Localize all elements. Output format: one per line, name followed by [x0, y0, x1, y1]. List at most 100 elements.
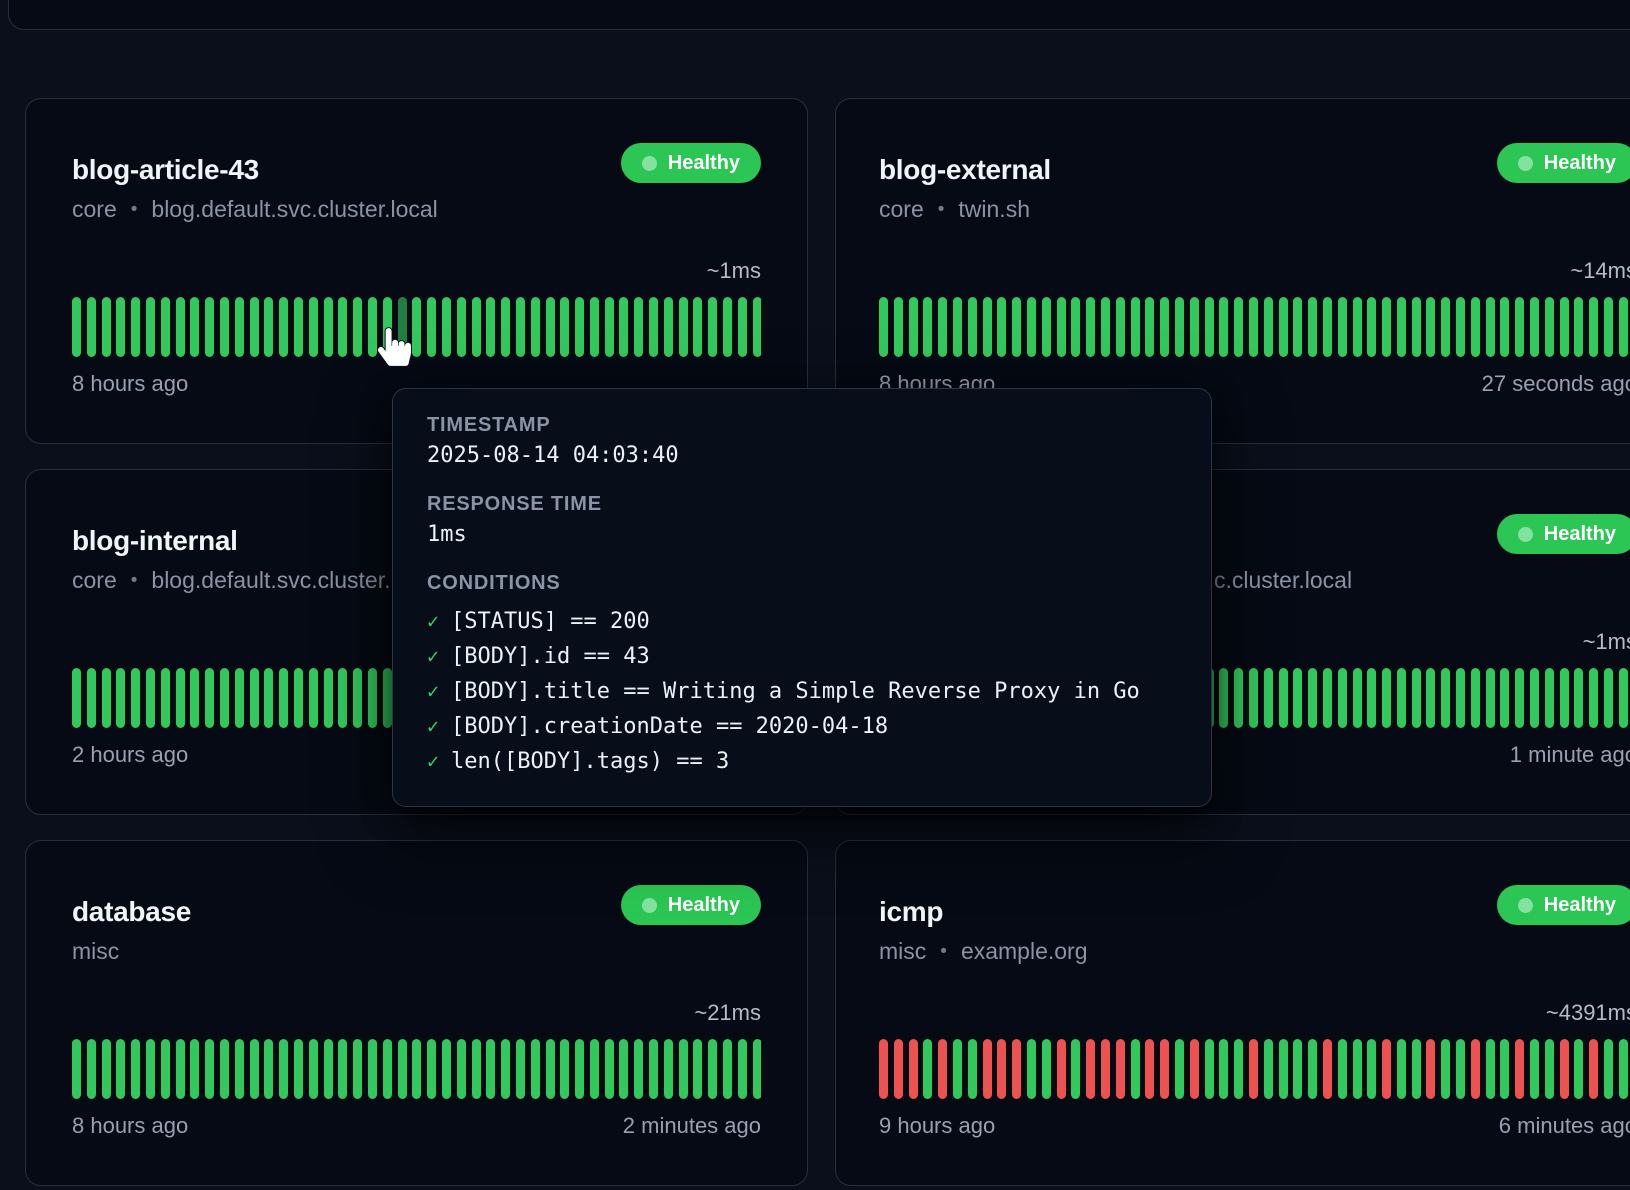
- uptime-bar[interactable]: [353, 1039, 362, 1099]
- uptime-bar[interactable]: [1515, 668, 1524, 728]
- uptime-bar[interactable]: [1205, 1039, 1214, 1099]
- endpoint-card[interactable]: databaseHealthymisc~21ms8 hours ago2 min…: [25, 840, 808, 1186]
- uptime-bar[interactable]: [590, 1039, 599, 1099]
- uptime-bar[interactable]: [909, 1039, 918, 1099]
- uptime-bar[interactable]: [1308, 1039, 1317, 1099]
- uptime-bar[interactable]: [338, 1039, 347, 1099]
- uptime-bar[interactable]: [708, 1039, 717, 1099]
- uptime-bar[interactable]: [368, 668, 377, 728]
- uptime-bar[interactable]: [116, 1039, 125, 1099]
- uptime-bar[interactable]: [1042, 1039, 1051, 1099]
- uptime-bar[interactable]: [1456, 668, 1465, 728]
- uptime-bar[interactable]: [1382, 668, 1391, 728]
- uptime-bar[interactable]: [1190, 1039, 1199, 1099]
- uptime-bar[interactable]: [1574, 297, 1583, 357]
- uptime-bar[interactable]: [1175, 1039, 1184, 1099]
- uptime-bar[interactable]: [486, 297, 495, 357]
- uptime-bar[interactable]: [324, 668, 333, 728]
- uptime-bar[interactable]: [619, 1039, 628, 1099]
- uptime-bar[interactable]: [1219, 668, 1228, 728]
- uptime-bar[interactable]: [116, 668, 125, 728]
- uptime-bar[interactable]: [1338, 668, 1347, 728]
- uptime-bar[interactable]: [235, 297, 244, 357]
- uptime-bar[interactable]: [1308, 668, 1317, 728]
- uptime-bar[interactable]: [102, 297, 111, 357]
- uptime-bar[interactable]: [1367, 1039, 1376, 1099]
- uptime-bar[interactable]: [1086, 1039, 1095, 1099]
- uptime-bar[interactable]: [1471, 297, 1480, 357]
- uptime-bar[interactable]: [442, 297, 451, 357]
- uptime-bar[interactable]: [176, 668, 185, 728]
- uptime-bar[interactable]: [161, 1039, 170, 1099]
- uptime-bar[interactable]: [146, 297, 155, 357]
- uptime-bar[interactable]: [723, 1039, 732, 1099]
- uptime-bar[interactable]: [546, 297, 555, 357]
- uptime-bar[interactable]: [1471, 668, 1480, 728]
- uptime-bar[interactable]: [1486, 1039, 1495, 1099]
- uptime-bar[interactable]: [879, 1039, 888, 1099]
- uptime-bar[interactable]: [1027, 297, 1036, 357]
- uptime-bar[interactable]: [1441, 297, 1450, 357]
- uptime-bar[interactable]: [190, 668, 199, 728]
- uptime-bar[interactable]: [1338, 297, 1347, 357]
- uptime-bar[interactable]: [953, 1039, 962, 1099]
- uptime-bar[interactable]: [1057, 1039, 1066, 1099]
- uptime-bar[interactable]: [309, 668, 318, 728]
- uptime-bar[interactable]: [1500, 1039, 1509, 1099]
- uptime-bar[interactable]: [619, 297, 628, 357]
- uptime-bar[interactable]: [1589, 668, 1598, 728]
- uptime-bar[interactable]: [72, 668, 81, 728]
- uptime-bar[interactable]: [72, 1039, 81, 1099]
- uptime-bar[interactable]: [131, 297, 140, 357]
- uptime-bar[interactable]: [294, 668, 303, 728]
- uptime-bar[interactable]: [708, 297, 717, 357]
- uptime-bar[interactable]: [1367, 668, 1376, 728]
- uptime-bar[interactable]: [923, 297, 932, 357]
- uptime-bar[interactable]: [664, 1039, 673, 1099]
- uptime-bar[interactable]: [1367, 297, 1376, 357]
- uptime-bar[interactable]: [220, 297, 229, 357]
- uptime-bar[interactable]: [250, 668, 259, 728]
- uptime-bar[interactable]: [1397, 1039, 1406, 1099]
- uptime-bar[interactable]: [968, 297, 977, 357]
- uptime-bar[interactable]: [968, 1039, 977, 1099]
- uptime-bar[interactable]: [486, 1039, 495, 1099]
- uptime-bar[interactable]: [1323, 668, 1332, 728]
- uptime-bar[interactable]: [264, 1039, 273, 1099]
- uptime-bar[interactable]: [472, 297, 481, 357]
- uptime-bar[interactable]: [1264, 1039, 1273, 1099]
- uptime-bar[interactable]: [412, 1039, 421, 1099]
- uptime-bar[interactable]: [1145, 297, 1154, 357]
- uptime-bar[interactable]: [1574, 1039, 1583, 1099]
- uptime-bar[interactable]: [1293, 1039, 1302, 1099]
- uptime-bar[interactable]: [1131, 1039, 1140, 1099]
- uptime-bar[interactable]: [879, 297, 888, 357]
- uptime-bar[interactable]: [235, 1039, 244, 1099]
- uptime-bar[interactable]: [87, 1039, 96, 1099]
- uptime-bar[interactable]: [693, 1039, 702, 1099]
- uptime-bar[interactable]: [923, 1039, 932, 1099]
- uptime-bar[interactable]: [1249, 668, 1258, 728]
- uptime-bar[interactable]: [1160, 297, 1169, 357]
- uptime-bar[interactable]: [472, 1039, 481, 1099]
- uptime-bar[interactable]: [1560, 1039, 1569, 1099]
- uptime-bar[interactable]: [176, 297, 185, 357]
- uptime-bar[interactable]: [1397, 297, 1406, 357]
- uptime-bar[interactable]: [264, 668, 273, 728]
- uptime-bar[interactable]: [516, 297, 525, 357]
- uptime-bar[interactable]: [1323, 1039, 1332, 1099]
- uptime-bar[interactable]: [1619, 668, 1628, 728]
- uptime-bar[interactable]: [87, 668, 96, 728]
- uptime-bar[interactable]: [1619, 1039, 1628, 1099]
- uptime-bar[interactable]: [427, 1039, 436, 1099]
- uptime-bar[interactable]: [1560, 297, 1569, 357]
- uptime-bar[interactable]: [235, 668, 244, 728]
- uptime-bar[interactable]: [1426, 297, 1435, 357]
- uptime-bar[interactable]: [894, 297, 903, 357]
- uptime-bar[interactable]: [634, 297, 643, 357]
- uptime-bar[interactable]: [1279, 1039, 1288, 1099]
- uptime-bar[interactable]: [1071, 1039, 1080, 1099]
- uptime-bar[interactable]: [649, 1039, 658, 1099]
- uptime-bar[interactable]: [1279, 668, 1288, 728]
- uptime-bar[interactable]: [1515, 1039, 1524, 1099]
